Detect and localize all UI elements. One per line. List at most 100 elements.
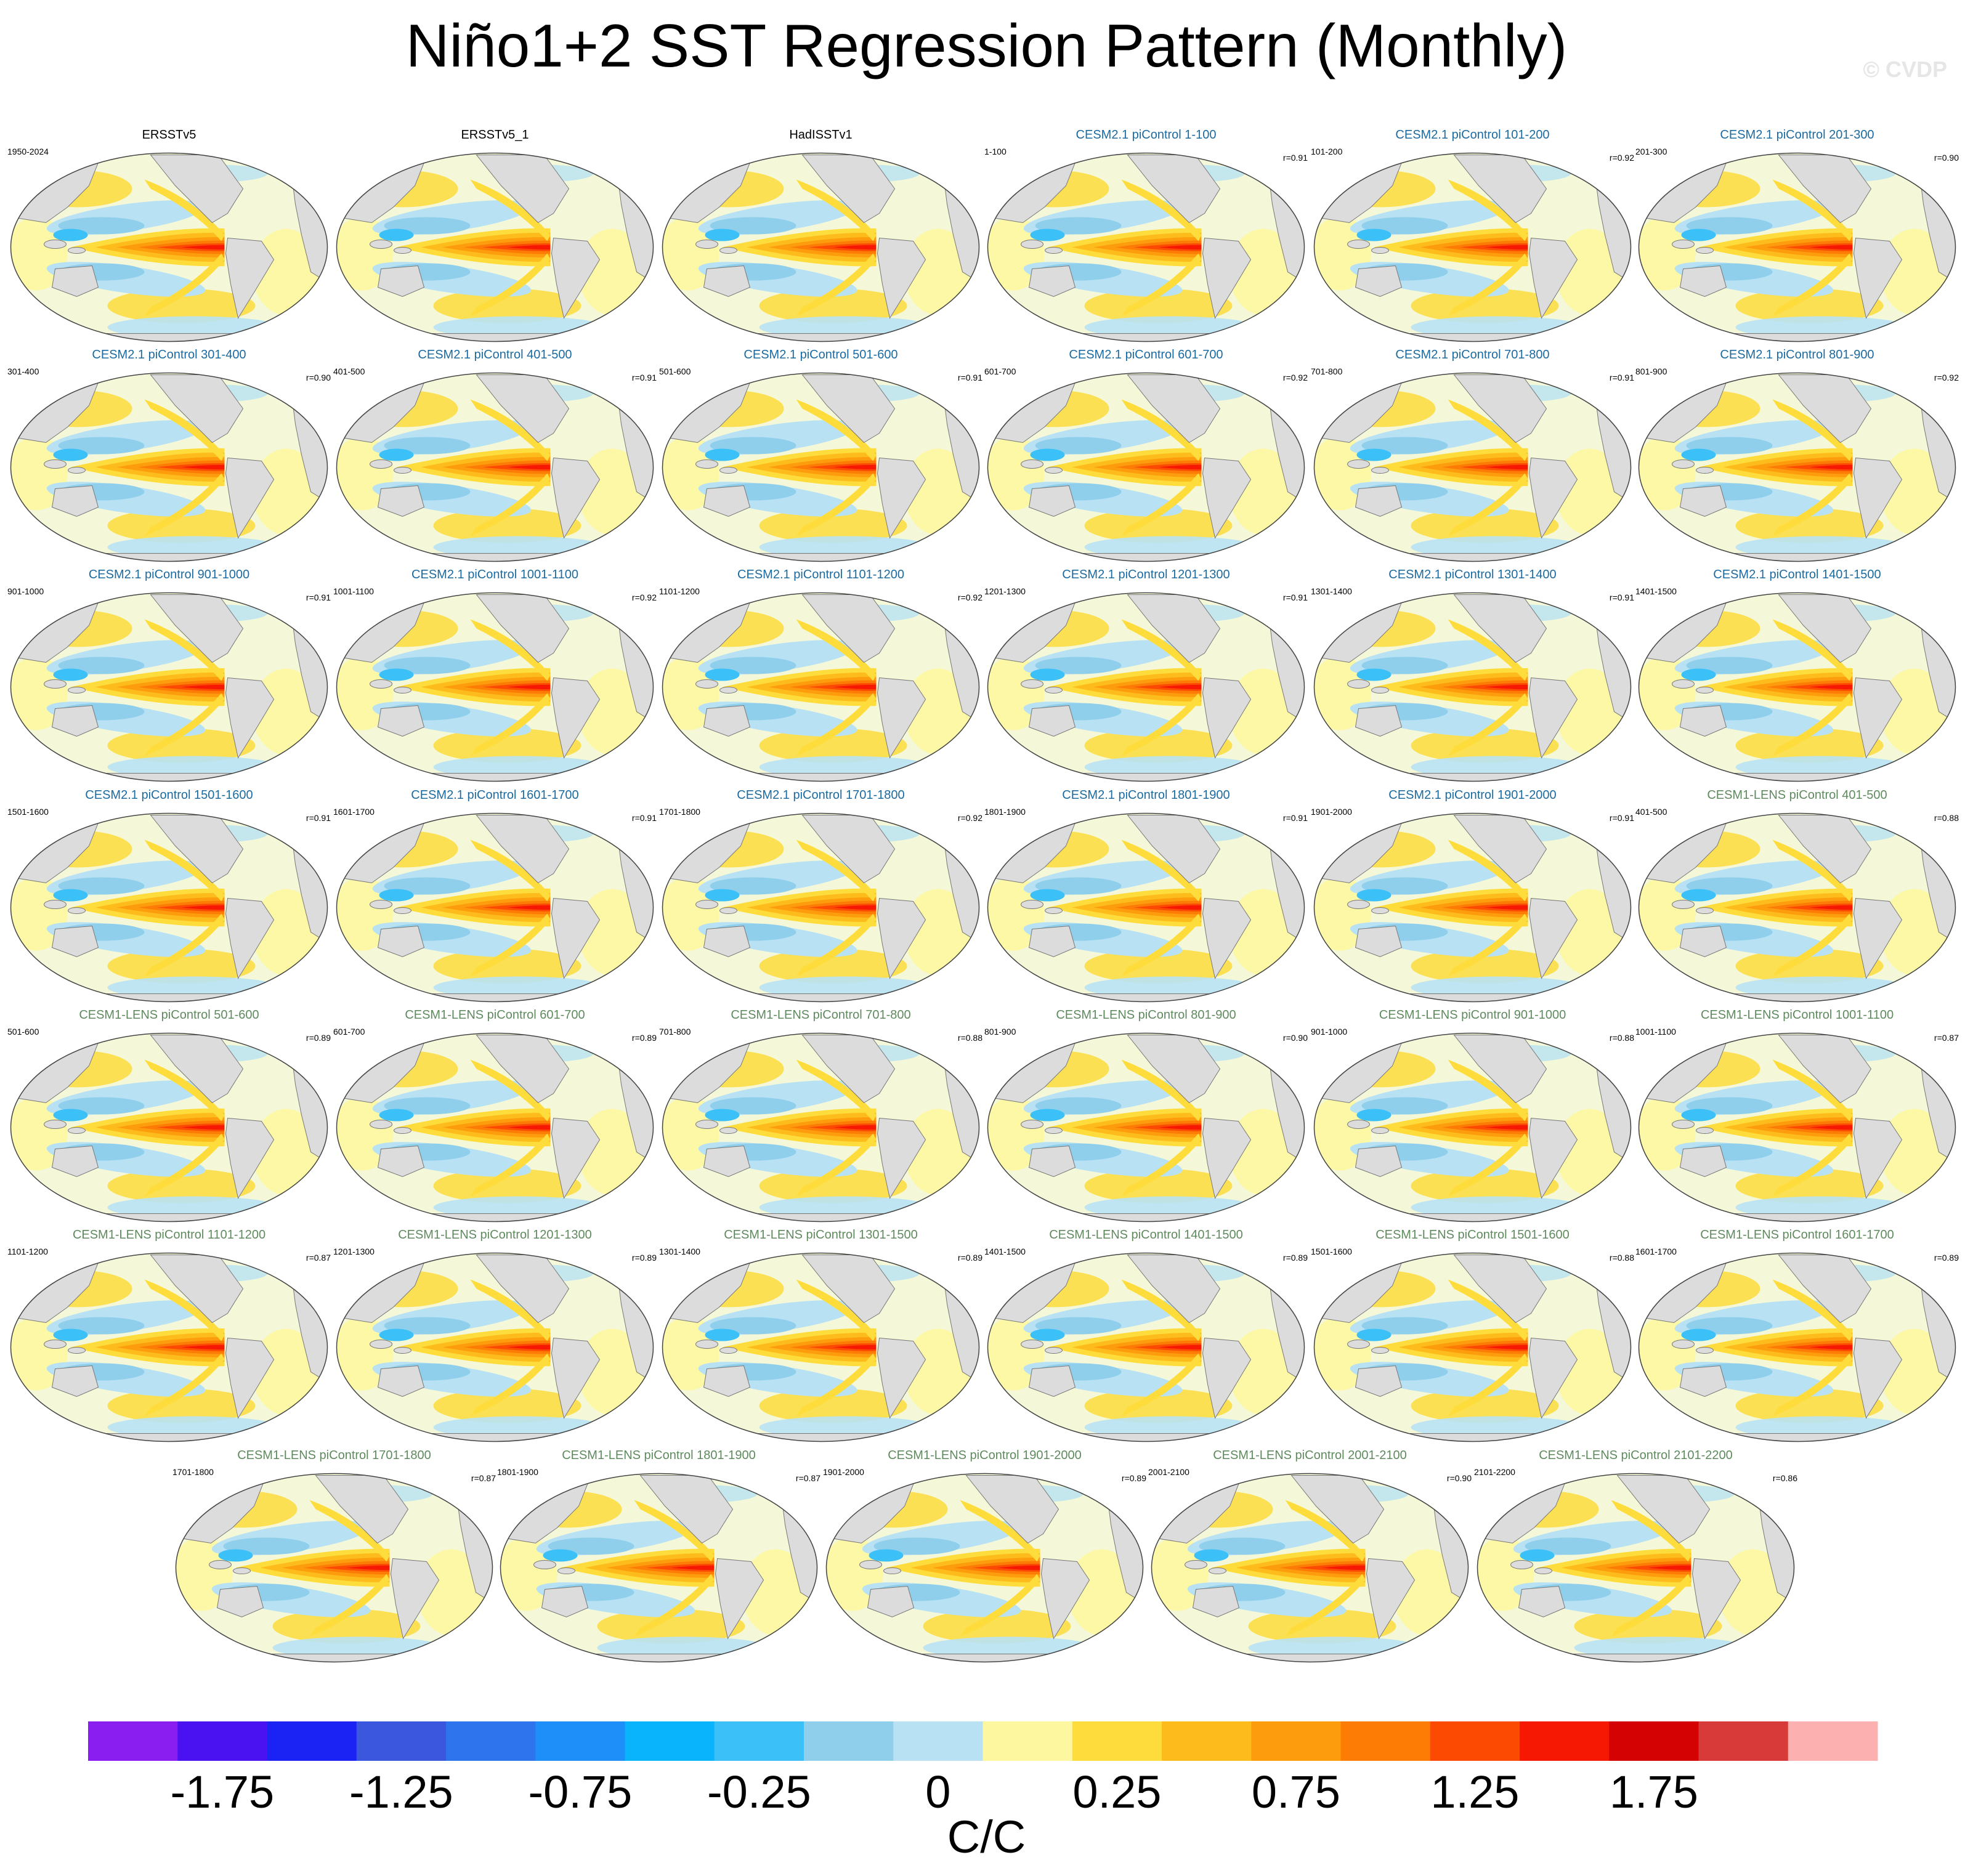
map-field (826, 1473, 1143, 1662)
panel-period: 1950-2024 (7, 147, 49, 156)
colorbar-units: C/C (947, 1811, 1026, 1862)
panel-title: CESM2.1 piControl 1501-1600 (85, 788, 253, 802)
regression-map (1638, 372, 1956, 562)
regression-map (1151, 1473, 1469, 1663)
map-panel: CESM1-LENS piControl 1801-1900 1801-1900 r… (497, 1449, 820, 1669)
panel-title: CESM2.1 piControl 1201-1300 (1062, 568, 1230, 581)
map-panel: CESM2.1 piControl 1101-1200 1101-1200 r=0.… (659, 568, 982, 788)
regression-map (10, 592, 328, 782)
map-field (662, 1033, 979, 1222)
map-panel: CESM1-LENS piControl 2001-2100 2001-2100 r… (1148, 1449, 1472, 1669)
regression-map (825, 1473, 1144, 1663)
map-field (336, 1033, 654, 1222)
regression-map (1638, 152, 1956, 342)
panel-pattern-correlation: r=0.87 (471, 1473, 496, 1483)
panel-title: CESM2.1 piControl 801-900 (1720, 348, 1874, 362)
map-panel: ERSSTv5_1 (333, 128, 657, 349)
map-panel: CESM2.1 piControl 1401-1500 1401-1500 (1635, 568, 1959, 788)
panel-pattern-correlation: r=0.87 (795, 1473, 820, 1483)
map-panel: ERSSTv5 1950-2024 (7, 128, 331, 349)
panel-pattern-correlation: r=0.87 (306, 1253, 331, 1263)
map-field (662, 1253, 979, 1442)
map-field (987, 592, 1305, 782)
map-field (987, 1253, 1305, 1442)
panel-period: 1201-1300 (333, 1247, 375, 1256)
colorbar-swatch (1162, 1721, 1252, 1761)
panel-period: 1801-1900 (497, 1467, 538, 1477)
panel-title: CESM1-LENS piControl 1801-1900 (562, 1449, 756, 1462)
panel-title: CESM2.1 piControl 1801-1900 (1062, 788, 1230, 802)
colorbar-swatch (1698, 1721, 1789, 1761)
regression-map (1313, 1032, 1632, 1223)
panel-title: CESM2.1 piControl 901-1000 (88, 568, 250, 581)
colorbar-swatch (535, 1721, 625, 1761)
watermark: © CVDP (1863, 57, 1947, 82)
panel-pattern-correlation: r=0.88 (957, 1033, 982, 1043)
regression-map (336, 372, 654, 562)
map-panel: CESM2.1 piControl 501-600 501-600 r=0.91 (659, 348, 982, 568)
panel-period: 501-600 (7, 1027, 39, 1037)
panel-title: CESM2.1 piControl 1001-1100 (411, 568, 578, 581)
panel-period: 1301-1400 (1311, 586, 1352, 596)
regression-map (662, 1032, 980, 1223)
map-panel: CESM2.1 piControl 101-200 101-200 r=0.92 (1311, 128, 1634, 349)
panel-title: CESM1-LENS piControl 401-500 (1707, 788, 1887, 802)
map-field (10, 1033, 328, 1222)
panel-title: CESM2.1 piControl 1701-1800 (737, 788, 905, 802)
regression-map (500, 1473, 818, 1663)
panel-pattern-correlation: r=0.89 (1121, 1473, 1146, 1483)
panel-pattern-correlation: r=0.91 (306, 813, 331, 823)
map-field (1314, 1253, 1631, 1442)
panel-period: 1901-2000 (823, 1467, 864, 1477)
map-panel: CESM1-LENS piControl 901-1000 901-1000 r=0… (1311, 1008, 1634, 1229)
panel-period: 2001-2100 (1148, 1467, 1189, 1477)
map-field (662, 592, 979, 782)
colorbar-tick-label: -0.75 (529, 1766, 633, 1817)
regression-map (10, 1032, 328, 1223)
panel-period: 1501-1600 (1311, 1247, 1352, 1256)
panel-title: CESM2.1 piControl 1-100 (1076, 128, 1217, 142)
panel-pattern-correlation: r=0.88 (1609, 1253, 1634, 1263)
map-field (1314, 813, 1631, 1002)
regression-map (1638, 1252, 1956, 1442)
panel-period: 1101-1200 (7, 1247, 48, 1256)
colorbar-tick-label: -1.25 (349, 1766, 453, 1817)
map-field (987, 373, 1305, 562)
panel-period: 1501-1600 (7, 807, 49, 817)
map-panel: CESM1-LENS piControl 1701-1800 1701-1800 r… (172, 1449, 496, 1669)
panel-title: CESM1-LENS piControl 1601-1700 (1700, 1228, 1894, 1242)
panel-period: 1401-1500 (984, 1247, 1026, 1256)
panel-title: CESM2.1 piControl 1901-2000 (1388, 788, 1557, 802)
map-field (662, 813, 979, 1002)
colorbar-swatch (1520, 1721, 1610, 1761)
map-field (10, 153, 328, 342)
regression-map (1477, 1473, 1795, 1663)
panel-title: CESM1-LENS piControl 1001-1100 (1700, 1008, 1894, 1022)
regression-map (987, 1252, 1305, 1442)
panel-period: 601-700 (984, 366, 1016, 376)
map-panel: CESM2.1 piControl 1-100 1-100 r=0.91 (984, 128, 1308, 349)
panel-period: 1201-1300 (984, 586, 1026, 596)
panel-title: CESM1-LENS piControl 1501-1600 (1375, 1228, 1570, 1242)
colorbar-swatch (177, 1721, 267, 1761)
panel-pattern-correlation: r=0.91 (631, 813, 657, 823)
map-field (1151, 1473, 1469, 1662)
map-panel: CESM2.1 piControl 1801-1900 1801-1900 r=0.… (984, 788, 1308, 1009)
panel-pattern-correlation: r=0.91 (631, 373, 657, 382)
map-field (1639, 592, 1956, 782)
panel-title: CESM2.1 piControl 601-700 (1069, 348, 1223, 362)
colorbar-swatch (446, 1721, 536, 1761)
panel-pattern-correlation: r=0.89 (1282, 1253, 1308, 1263)
map-field (1639, 1253, 1956, 1442)
map-field (1639, 1033, 1956, 1222)
panel-title: CESM2.1 piControl 401-500 (418, 348, 572, 362)
panel-pattern-correlation: r=0.92 (957, 813, 982, 823)
regression-map (1313, 372, 1632, 562)
map-field (336, 373, 654, 562)
panel-title: CESM1-LENS piControl 1301-1500 (724, 1228, 918, 1242)
panel-pattern-correlation: r=0.92 (631, 592, 657, 602)
map-panel: CESM1-LENS piControl 1001-1100 1001-1100 r… (1635, 1008, 1959, 1229)
map-field (1314, 592, 1631, 782)
map-field (1477, 1473, 1794, 1662)
panel-title: CESM1-LENS piControl 1901-2000 (888, 1449, 1082, 1462)
